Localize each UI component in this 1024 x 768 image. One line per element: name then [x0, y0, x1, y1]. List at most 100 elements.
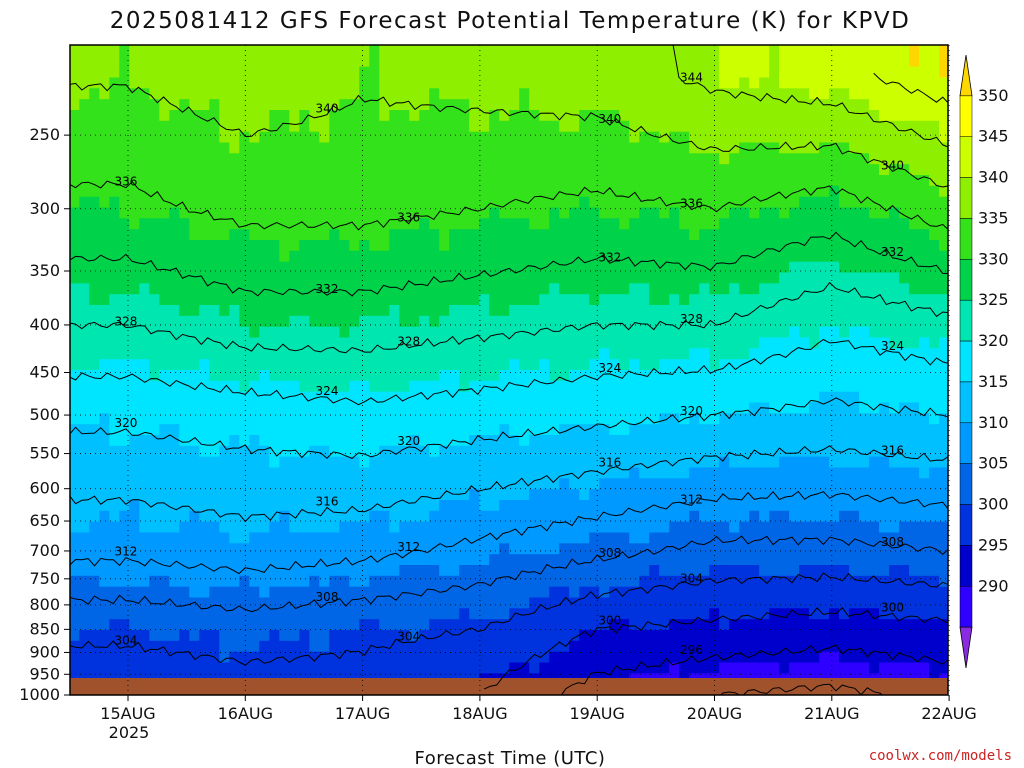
theta-fill-cell — [359, 55, 370, 68]
theta-fill-cell — [769, 294, 780, 306]
theta-fill-cell — [589, 467, 600, 479]
theta-fill-cell — [249, 510, 260, 523]
theta-fill-cell — [779, 586, 790, 599]
theta-fill-cell — [109, 380, 120, 393]
theta-fill-cell — [159, 175, 170, 187]
theta-fill-cell — [289, 478, 300, 490]
theta-fill-cell — [189, 402, 200, 414]
theta-fill-cell — [739, 66, 750, 79]
theta-fill-cell — [849, 640, 860, 653]
theta-fill-cell — [529, 554, 540, 566]
theta-fill-cell — [629, 66, 640, 79]
theta-fill-cell — [209, 55, 220, 68]
theta-fill-cell — [249, 619, 260, 631]
theta-fill-cell — [259, 153, 270, 165]
theta-fill-cell — [149, 305, 160, 317]
theta-fill-cell — [299, 467, 310, 479]
theta-fill-cell — [679, 521, 690, 534]
theta-fill-cell — [99, 489, 110, 501]
theta-fill-cell — [469, 99, 480, 111]
theta-fill-cell — [189, 142, 200, 154]
theta-fill-cell — [649, 305, 660, 317]
theta-fill-cell — [789, 651, 800, 664]
theta-fill-cell — [549, 99, 560, 111]
theta-fill-cell — [799, 164, 810, 176]
theta-fill-cell — [859, 283, 870, 295]
theta-fill-cell — [289, 110, 300, 122]
theta-fill-cell — [329, 77, 340, 89]
theta-fill-cell — [579, 196, 590, 209]
theta-fill-cell — [439, 521, 450, 534]
theta-fill-cell — [769, 370, 780, 382]
theta-fill-cell — [349, 77, 360, 89]
theta-fill-cell — [369, 662, 380, 674]
theta-fill-cell — [309, 500, 320, 512]
theta-fill-cell — [719, 185, 730, 198]
theta-fill-cell — [199, 543, 210, 555]
theta-fill-cell — [399, 640, 410, 653]
theta-fill-cell — [529, 640, 540, 653]
theta-fill-cell — [369, 619, 380, 631]
theta-fill-cell — [819, 575, 830, 588]
theta-fill-cell — [589, 521, 600, 534]
theta-fill-cell — [399, 88, 410, 100]
theta-fill-cell — [389, 640, 400, 653]
theta-fill-cell — [389, 261, 400, 274]
theta-fill-cell — [289, 500, 300, 512]
theta-fill-cell — [539, 467, 550, 479]
theta-fill-cell — [439, 402, 450, 414]
theta-fill-cell — [519, 272, 530, 284]
theta-fill-cell — [579, 131, 590, 144]
theta-fill-cell — [439, 120, 450, 133]
theta-fill-cell — [469, 142, 480, 154]
theta-fill-cell — [569, 131, 580, 144]
theta-fill-cell — [819, 370, 830, 382]
theta-fill-cell — [419, 272, 430, 284]
theta-fill-cell — [729, 45, 740, 57]
theta-fill-cell — [219, 586, 230, 599]
theta-fill-cell — [639, 619, 650, 631]
theta-fill-cell — [729, 662, 740, 674]
theta-fill-cell — [259, 185, 270, 198]
theta-fill-cell — [70, 662, 80, 674]
theta-fill-cell — [269, 402, 280, 414]
theta-fill-cell — [129, 456, 140, 469]
theta-fill-cell — [439, 207, 450, 219]
theta-fill-cell — [669, 196, 680, 209]
theta-fill-cell — [199, 240, 210, 252]
theta-fill-cell — [459, 110, 470, 122]
theta-fill-cell — [509, 315, 520, 328]
theta-fill-cell — [279, 77, 290, 89]
theta-fill-cell — [599, 294, 610, 306]
theta-fill-cell — [859, 640, 870, 653]
theta-fill-cell — [769, 489, 780, 501]
theta-fill-cell — [349, 608, 360, 620]
theta-fill-cell — [619, 326, 630, 339]
theta-fill-cell — [109, 175, 120, 187]
theta-fill-cell — [199, 640, 210, 653]
theta-fill-cell — [499, 359, 510, 371]
theta-fill-cell — [799, 575, 810, 588]
theta-fill-cell — [499, 261, 510, 274]
theta-fill-cell — [199, 445, 210, 458]
theta-fill-cell — [349, 175, 360, 187]
theta-fill-cell — [749, 445, 760, 458]
theta-fill-cell — [139, 532, 150, 544]
theta-fill-cell — [329, 554, 340, 566]
theta-fill-cell — [659, 456, 670, 469]
theta-fill-cell — [609, 164, 620, 176]
theta-fill-cell — [369, 575, 380, 588]
theta-fill-cell — [649, 359, 660, 371]
theta-fill-cell — [209, 532, 220, 544]
theta-fill-cell — [329, 185, 340, 198]
theta-fill-cell — [389, 315, 400, 328]
theta-fill-cell — [169, 77, 180, 89]
theta-fill-cell — [129, 554, 140, 566]
theta-fill-cell — [389, 131, 400, 144]
theta-fill-cell — [889, 294, 900, 306]
theta-fill-cell — [579, 283, 590, 295]
theta-fill-cell — [699, 597, 710, 609]
theta-fill-cell — [79, 554, 90, 566]
theta-fill-cell — [549, 120, 560, 133]
theta-fill-cell — [859, 565, 870, 577]
